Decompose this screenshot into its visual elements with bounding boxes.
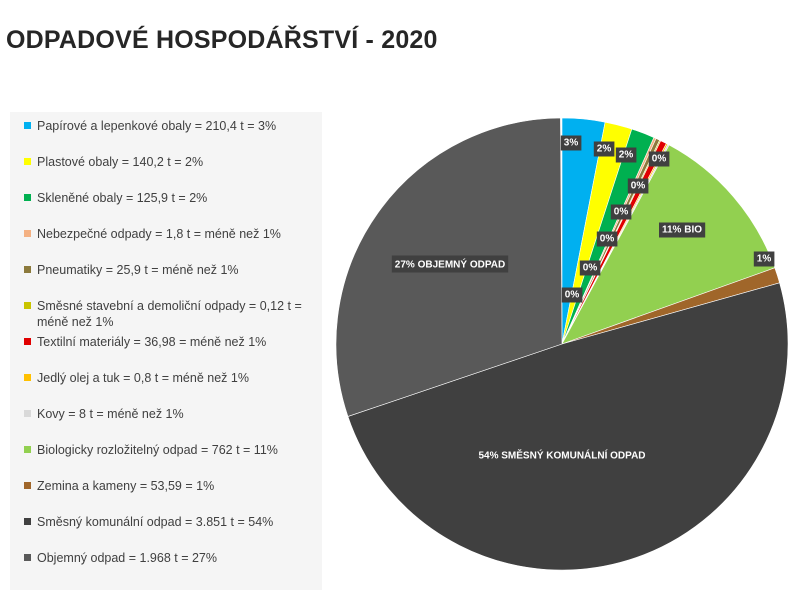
data-label-text: 3%: [564, 138, 579, 149]
data-label: 0%: [627, 178, 649, 194]
data-label: 54% SMĚSNÝ KOMUNÁLNÍ ODPAD: [475, 446, 649, 464]
chart-title: ODPADOVÉ HOSPODÁŘSTVÍ - 2020: [6, 26, 438, 54]
data-label: 0%: [561, 287, 583, 303]
legend-item: Plastové obaly = 140,2 t = 2%: [24, 154, 314, 170]
legend-swatch: [24, 518, 31, 525]
data-label: 27% OBJEMNÝ ODPAD: [391, 255, 509, 273]
legend-label: Papírové a lepenkové obaly = 210,4 t = 3…: [37, 119, 277, 133]
data-label-text: 54% SMĚSNÝ KOMUNÁLNÍ ODPAD: [478, 449, 645, 462]
legend-swatch: [24, 374, 31, 381]
legend-item: Skleněné obaly = 125,9 t = 2%: [24, 190, 314, 206]
data-label-box: [596, 231, 618, 247]
data-label-box: [615, 147, 637, 163]
legend-item: Biologicky rozložitelný odpad = 762 t = …: [24, 442, 314, 458]
legend-label: Směsný komunální odpad = 3.851 t = 54%: [37, 515, 274, 529]
legend-label: Objemný odpad = 1.968 t = 27%: [37, 551, 217, 565]
data-label-box: [610, 204, 632, 220]
data-label-text: 0%: [600, 234, 615, 245]
legend-item: Objemný odpad = 1.968 t = 27%: [24, 550, 314, 566]
legend-label: Kovy = 8 t = méně než 1%: [37, 407, 184, 421]
data-label-text: 0%: [565, 290, 580, 301]
data-label-box: [627, 178, 649, 194]
legend-swatch: [24, 122, 31, 129]
data-label-box: [475, 446, 649, 464]
data-label-box: [659, 222, 706, 238]
legend-item: Zemina a kameny = 53,59 = 1%: [24, 478, 314, 494]
data-label-box: [391, 255, 509, 273]
legend-panel: [10, 112, 322, 590]
data-label-text: 2%: [597, 144, 612, 155]
legend-label: Jedlý olej a tuk = 0,8 t = méně než 1%: [37, 371, 249, 385]
legend-item: Textilní materiály = 36,98 = méně než 1%: [24, 334, 314, 350]
data-label-text: 11% BIO: [662, 225, 702, 236]
legend-label: Textilní materiály = 36,98 = méně než 1%: [37, 335, 267, 349]
legend-swatch: [24, 410, 31, 417]
data-label: 0%: [596, 231, 618, 247]
data-label-text: 0%: [652, 154, 667, 165]
legend-label: Pneumatiky = 25,9 t = méně než 1%: [37, 263, 239, 277]
legend-item: Kovy = 8 t = méně než 1%: [24, 406, 314, 422]
legend-item: Směsné stavební a demoliční odpady = 0,1…: [24, 298, 314, 330]
legend-swatch: [24, 194, 31, 201]
data-label-text: 0%: [583, 263, 598, 274]
legend-label: Skleněné obaly = 125,9 t = 2%: [37, 191, 208, 205]
data-label: 3%: [560, 135, 582, 151]
legend-swatch: [24, 554, 31, 561]
legend-swatch: [24, 446, 31, 453]
legend-label: Nebezpečné odpady = 1,8 t = méně než 1%: [37, 227, 281, 241]
legend-swatch: [24, 482, 31, 489]
legend-swatch: [24, 302, 31, 309]
data-label: 0%: [579, 260, 601, 276]
data-label-box: [579, 260, 601, 276]
data-label: 11% BIO: [659, 222, 706, 238]
legend-item: Pneumatiky = 25,9 t = méně než 1%: [24, 262, 314, 278]
data-label-text: 0%: [631, 181, 646, 192]
data-label-box: [561, 287, 583, 303]
data-label-text: 0%: [614, 207, 629, 218]
pie-slice: [347, 282, 789, 571]
legend-label: Plastové obaly = 140,2 t = 2%: [37, 155, 204, 169]
legend-swatch: [24, 266, 31, 273]
data-label: 1%: [753, 251, 775, 267]
data-label-box: [593, 141, 615, 157]
data-label-text: 1%: [757, 254, 772, 265]
data-label: 2%: [615, 147, 637, 163]
data-label: 0%: [610, 204, 632, 220]
legend-label: Biologicky rozložitelný odpad = 762 t = …: [37, 443, 278, 457]
legend-item: Nebezpečné odpady = 1,8 t = méně než 1%: [24, 226, 314, 242]
legend-label: Směsné stavební a demoliční odpady = 0,1…: [37, 299, 302, 329]
data-label-text: 27% OBJEMNÝ ODPAD: [395, 258, 505, 271]
legend-swatch: [24, 338, 31, 345]
data-label-box: [648, 151, 670, 167]
legend-item: Směsný komunální odpad = 3.851 t = 54%: [24, 514, 314, 530]
data-label-text: 2%: [619, 150, 634, 161]
legend-label: Zemina a kameny = 53,59 = 1%: [37, 479, 215, 493]
legend-swatch: [24, 230, 31, 237]
legend-item: Jedlý olej a tuk = 0,8 t = méně než 1%: [24, 370, 314, 386]
data-label-box: [560, 135, 582, 151]
legend-swatch: [24, 158, 31, 165]
legend-item: Papírové a lepenkové obaly = 210,4 t = 3…: [24, 118, 314, 134]
data-label: 2%: [593, 141, 615, 157]
data-label: 0%: [648, 151, 670, 167]
data-label-box: [753, 251, 775, 267]
